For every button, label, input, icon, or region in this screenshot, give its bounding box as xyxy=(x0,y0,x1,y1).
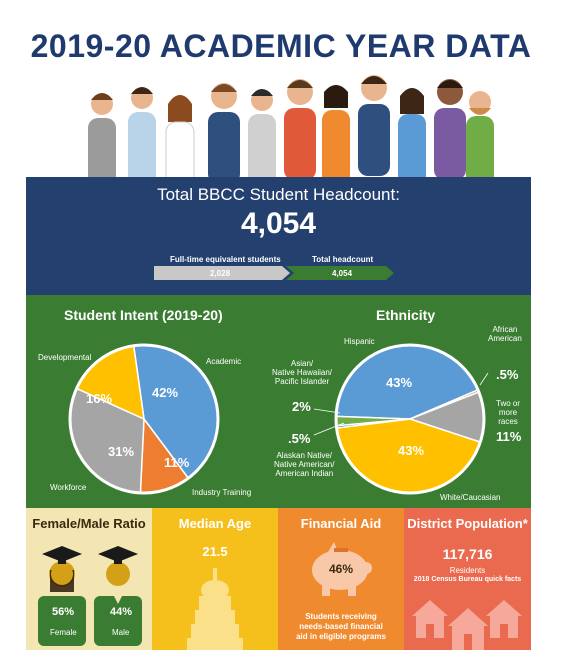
male-pct: 44% xyxy=(110,606,133,618)
gender-title: Female/Male Ratio xyxy=(32,516,146,531)
median-age-box: Median Age 21.5 xyxy=(152,508,278,650)
ethnicity-chart-title: Ethnicity xyxy=(376,307,436,323)
eth-hispanic-label: Hispanic xyxy=(344,337,375,346)
people-group xyxy=(88,75,494,180)
intent-developmental-value: 16% xyxy=(86,391,113,406)
people-illustration xyxy=(88,75,494,180)
financial-aid-desc-line: aid in eligible programs xyxy=(296,632,386,641)
eth-white-label: White/Caucasian xyxy=(440,493,501,502)
fte-label: Full-time equivalent students xyxy=(170,255,281,264)
eth-asian-value: 2% xyxy=(292,399,311,414)
fte-bar xyxy=(154,266,290,280)
leader-line xyxy=(313,408,341,414)
ethnicity-pie-chart xyxy=(334,343,486,495)
intent-pie-chart xyxy=(68,343,220,495)
eth-alaskan-label-line: Alaskan Native/ xyxy=(276,451,333,460)
eth-alaskan-label-line: American Indian xyxy=(275,469,334,478)
female-graduate-icon xyxy=(38,546,86,646)
female-pct: 56% xyxy=(52,606,75,618)
house-icon xyxy=(448,608,488,650)
gender-box: Female/Male Ratio 56% 44% Female Male xyxy=(26,508,152,650)
district-population-value: 117,716 xyxy=(442,546,493,562)
headcount-bars xyxy=(154,266,394,280)
eth-asian-label-line: Pacific Islander xyxy=(274,377,330,386)
financial-aid-desc-line: Students receiving xyxy=(305,612,377,621)
charts-panel: Student Intent (2019-20) Ethnicity 42% 1… xyxy=(26,295,531,508)
financial-aid-title: Financial Aid xyxy=(300,516,382,531)
district-population-source: 2018 Census Bureau quick facts xyxy=(413,576,522,583)
financial-aid-value: 46% xyxy=(328,562,354,576)
leader-line xyxy=(313,422,345,436)
leader-lines xyxy=(313,372,489,436)
graduates-illustration xyxy=(38,546,142,646)
headcount-value: 4,054 xyxy=(240,207,317,240)
eth-alaskan-label: Alaskan Native/ Native American/ America… xyxy=(274,451,334,478)
house-icon xyxy=(486,600,522,638)
intent-workforce-label: Workforce xyxy=(50,483,87,492)
eth-african-value: .5% xyxy=(496,367,519,382)
house-icon xyxy=(412,600,448,638)
eth-asian-label: Asian/ Native Hawaiian/ Pacific Islander xyxy=(272,359,332,386)
female-label: Female xyxy=(50,628,77,637)
financial-aid-desc-line: needs-based financial xyxy=(299,622,383,631)
intent-workforce-value: 31% xyxy=(108,444,135,459)
pie-outline xyxy=(334,343,486,495)
total-headcount-bar xyxy=(286,266,394,280)
male-label: Male xyxy=(112,628,130,637)
intent-academic-label: Academic xyxy=(206,357,242,366)
eth-african-label-line: African xyxy=(492,325,518,334)
financial-aid-desc: Students receiving needs-based financial… xyxy=(278,612,404,642)
financial-aid-box: Financial Aid 46% Students receiving nee… xyxy=(278,508,404,650)
eth-two-label: Two or more races xyxy=(496,399,520,426)
headcount-panel: Total BBCC Student Headcount: 4,054 Full… xyxy=(26,177,531,295)
district-population-box: District Population* 117,716 Residents 2… xyxy=(404,508,531,650)
page-title: 2019-20 ACADEMIC YEAR DATA xyxy=(30,28,532,64)
intent-chart-title: Student Intent (2019-20) xyxy=(64,307,223,323)
houses-icon xyxy=(412,600,522,650)
eth-hispanic-value: 43% xyxy=(386,375,413,390)
eth-two-label-line: more xyxy=(498,408,518,417)
piggy-bank-icon xyxy=(312,542,372,596)
eth-two-value: 11% xyxy=(496,429,522,444)
median-age-title: Median Age xyxy=(178,516,252,531)
male-graduate-icon xyxy=(94,546,142,646)
eth-alaskan-label-line: Native American/ xyxy=(274,460,335,469)
median-age-value: 21.5 xyxy=(202,544,228,559)
intent-industry-value: 11% xyxy=(164,455,190,470)
eth-asian-label-line: Asian/ xyxy=(290,359,314,368)
intent-industry-label: Industry Training xyxy=(192,488,252,497)
intent-developmental-label: Developmental xyxy=(38,353,92,362)
eth-two-label-line: races xyxy=(498,417,518,426)
leader-line xyxy=(479,372,489,386)
eth-white-value: 43% xyxy=(398,443,425,458)
eth-asian-label-line: Native Hawaiian/ xyxy=(272,368,333,377)
headcount-label: Total BBCC Student Headcount: xyxy=(157,185,400,204)
district-population-unit: Residents xyxy=(449,566,486,575)
eth-african-label: African American xyxy=(488,325,522,343)
eth-african-label-line: American xyxy=(488,334,522,343)
eth-alaskan-value: .5% xyxy=(288,431,311,446)
total-headcount-value: 4,054 xyxy=(332,269,353,278)
intent-academic-value: 42% xyxy=(152,385,179,400)
eth-two-label-line: Two or xyxy=(496,399,521,408)
total-headcount-label: Total headcount xyxy=(312,255,374,264)
pie-outline xyxy=(68,343,220,495)
district-population-title: District Population* xyxy=(407,516,528,531)
fte-value: 2,028 xyxy=(210,269,231,278)
cake-icon xyxy=(187,568,243,650)
